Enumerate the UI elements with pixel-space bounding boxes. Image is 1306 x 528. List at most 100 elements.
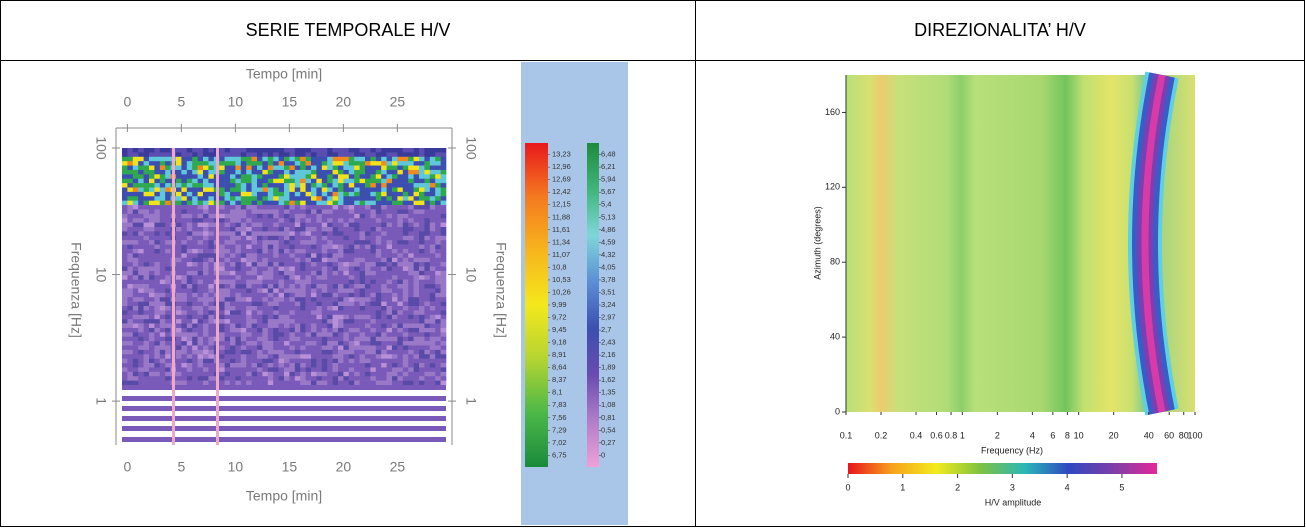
texture-cell [419,231,425,237]
texture-cell [381,349,387,355]
texture-cell [138,314,144,320]
texture-cell [257,349,263,355]
texture-cell [197,222,204,228]
texture-cell [338,174,344,180]
texture-cell [343,380,350,386]
texture-cell [278,363,285,368]
texture-cell [208,169,215,175]
texture-cell [343,363,350,368]
texture-cell [197,341,204,346]
texture-cell [165,323,171,329]
texture-cell [262,227,269,232]
texture-cell [257,240,263,245]
texture-cell [440,165,447,171]
texture-cell [365,367,371,373]
texture-cell [289,244,296,250]
texture-cell [284,165,290,171]
texture-cell [392,200,398,206]
texture-cell [149,323,155,329]
texture-cell [305,358,312,364]
texture-cell [332,341,339,346]
texture-cell [257,218,263,223]
texture-cell [402,279,409,285]
texture-cell [348,292,355,298]
texture-cell [424,262,431,267]
texture-cell [408,152,414,158]
texture-cell [132,336,139,342]
texture-cell [294,213,301,219]
texture-cell [230,218,236,223]
texture-cell [300,270,306,276]
texture-cell [230,301,236,307]
texture-cell [343,218,350,223]
texture-cell [154,213,161,219]
texture-cell [235,363,242,368]
texture-cell [192,248,198,254]
texture-cell [149,222,155,228]
texture-cell [354,187,360,193]
texture-cell [305,292,312,298]
y-tick-label: 0 [835,406,840,416]
texture-cell [235,240,242,245]
texture-cell [273,354,279,359]
texture-cell [348,332,355,338]
texture-cell [327,196,333,201]
texture-cell [240,196,247,201]
texture-cell [419,205,425,210]
texture-cell [240,323,247,329]
texture-cell [408,354,414,359]
texture-cell [370,301,377,307]
texture-cell [348,363,355,368]
texture-cell [143,332,150,338]
texture-cell [424,349,431,355]
texture-cell [359,196,366,201]
texture-cell [122,327,128,333]
texture-cell [370,310,377,316]
texture-cell [381,371,387,377]
texture-cell [138,275,144,280]
texture-cell [235,169,242,175]
texture-cell [267,380,274,386]
texture-cell [419,165,425,171]
texture-cell [192,152,198,158]
texture-cell [132,240,139,245]
texture-cell [208,262,215,267]
texture-cell [230,196,236,201]
texture-cell [262,284,269,289]
texture-cell [332,257,339,263]
texture-cell [251,187,258,193]
texture-cell [246,235,252,241]
texture-cell [284,248,290,254]
texture-cell [397,209,404,215]
texture-cell [186,178,193,184]
texture-cell [359,266,366,272]
texture-cell [208,314,215,320]
texture-cell [165,266,171,272]
texture-cell [311,323,317,329]
texture-cell [154,288,161,294]
texture-cell [402,244,409,250]
texture-cell [316,284,323,289]
texture-cell [165,279,171,285]
texture-cell [348,240,355,245]
texture-cell [138,191,144,197]
texture-cell [246,323,252,329]
texture-cell [327,288,333,294]
texture-cell [224,253,231,259]
texture-cell [273,314,279,320]
texture-cell [138,222,144,228]
texture-cell [348,266,355,272]
texture-cell [165,371,171,377]
texture-cell [316,161,323,166]
texture-cell [278,213,285,219]
texture-cell [219,191,225,197]
texture-cell [408,248,414,254]
texture-cell [370,297,377,302]
texture-cell [159,213,166,219]
texture-cell [359,244,366,250]
texture-cell [440,231,447,237]
texture-cell [257,148,263,153]
texture-cell [127,235,134,241]
texture-cell [284,341,290,346]
texture-cell [354,319,360,324]
